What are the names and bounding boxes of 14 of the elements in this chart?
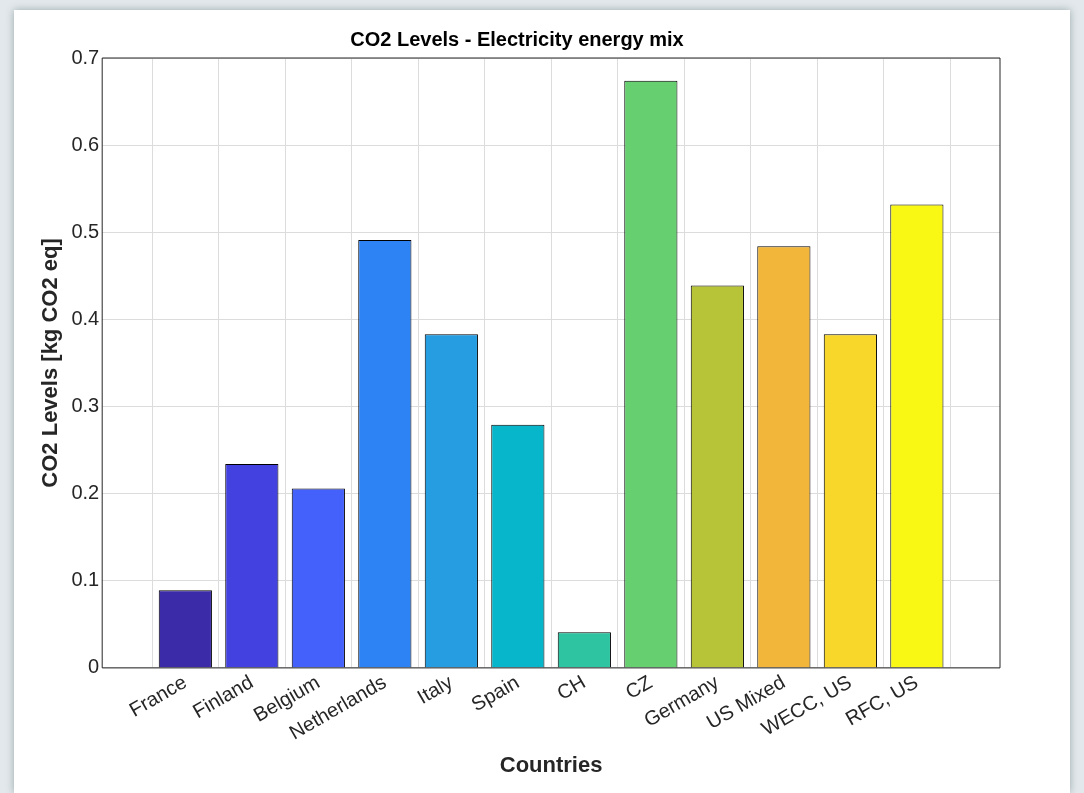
- y-tick-label: 0.7: [71, 45, 100, 68]
- y-tick-label: 0: [88, 655, 100, 678]
- y-tick-label: 0.2: [71, 481, 100, 504]
- y-tick-label: 0.3: [71, 394, 100, 417]
- chart-title: CO2 Levels - Electricity energy mix: [350, 27, 684, 50]
- y-tick-label: 0.4: [71, 306, 100, 329]
- x-tick-label: Spain: [467, 670, 523, 716]
- x-tick-label: Italy: [413, 670, 457, 708]
- x-axis-title: Countries: [499, 751, 603, 777]
- y-tick-label: 0.1: [71, 568, 100, 591]
- y-axis-title: CO2 Levels [kg CO2 eq]: [37, 238, 63, 488]
- x-tick-label: CH: [553, 670, 590, 704]
- y-tick-label: 0.6: [71, 132, 100, 155]
- y-tick-label: 0.5: [71, 219, 100, 242]
